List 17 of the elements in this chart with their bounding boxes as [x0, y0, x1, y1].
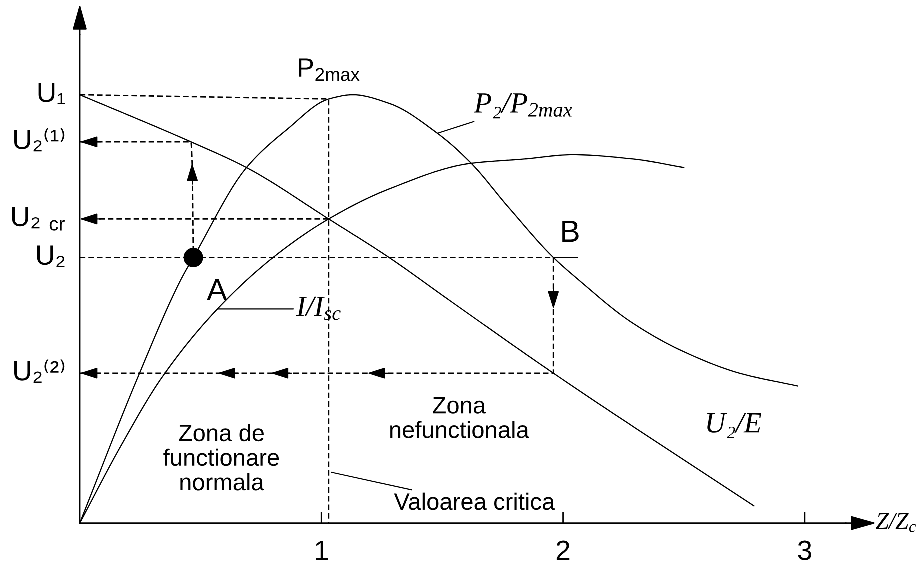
annotation: A	[207, 279, 228, 300]
annotation: U₂	[37, 246, 65, 268]
annotation: Valoarea critica	[394, 492, 556, 510]
annotation: Zona de functionare normala	[164, 424, 280, 491]
x-tick-label: 3	[798, 540, 812, 560]
annotation: U₁	[38, 83, 66, 105]
annotation: P$_{2max}$	[299, 58, 360, 82]
x-axis-title: Z/Z$_{c}$	[876, 513, 916, 532]
x-tick-label: 2	[556, 540, 570, 560]
annotation: U₂ $_{cr}$	[12, 207, 65, 231]
series-label: P₂/P$_{2max}$	[474, 94, 572, 119]
annotation: U₂⁽²⁾	[14, 360, 65, 383]
annotation: Zona nefunctionala	[390, 397, 530, 438]
x-tick-label: 1	[316, 540, 328, 560]
series-label: U₂/E	[707, 413, 762, 439]
annotation: B	[562, 221, 579, 242]
annotation: U₂⁽¹⁾	[14, 128, 65, 152]
